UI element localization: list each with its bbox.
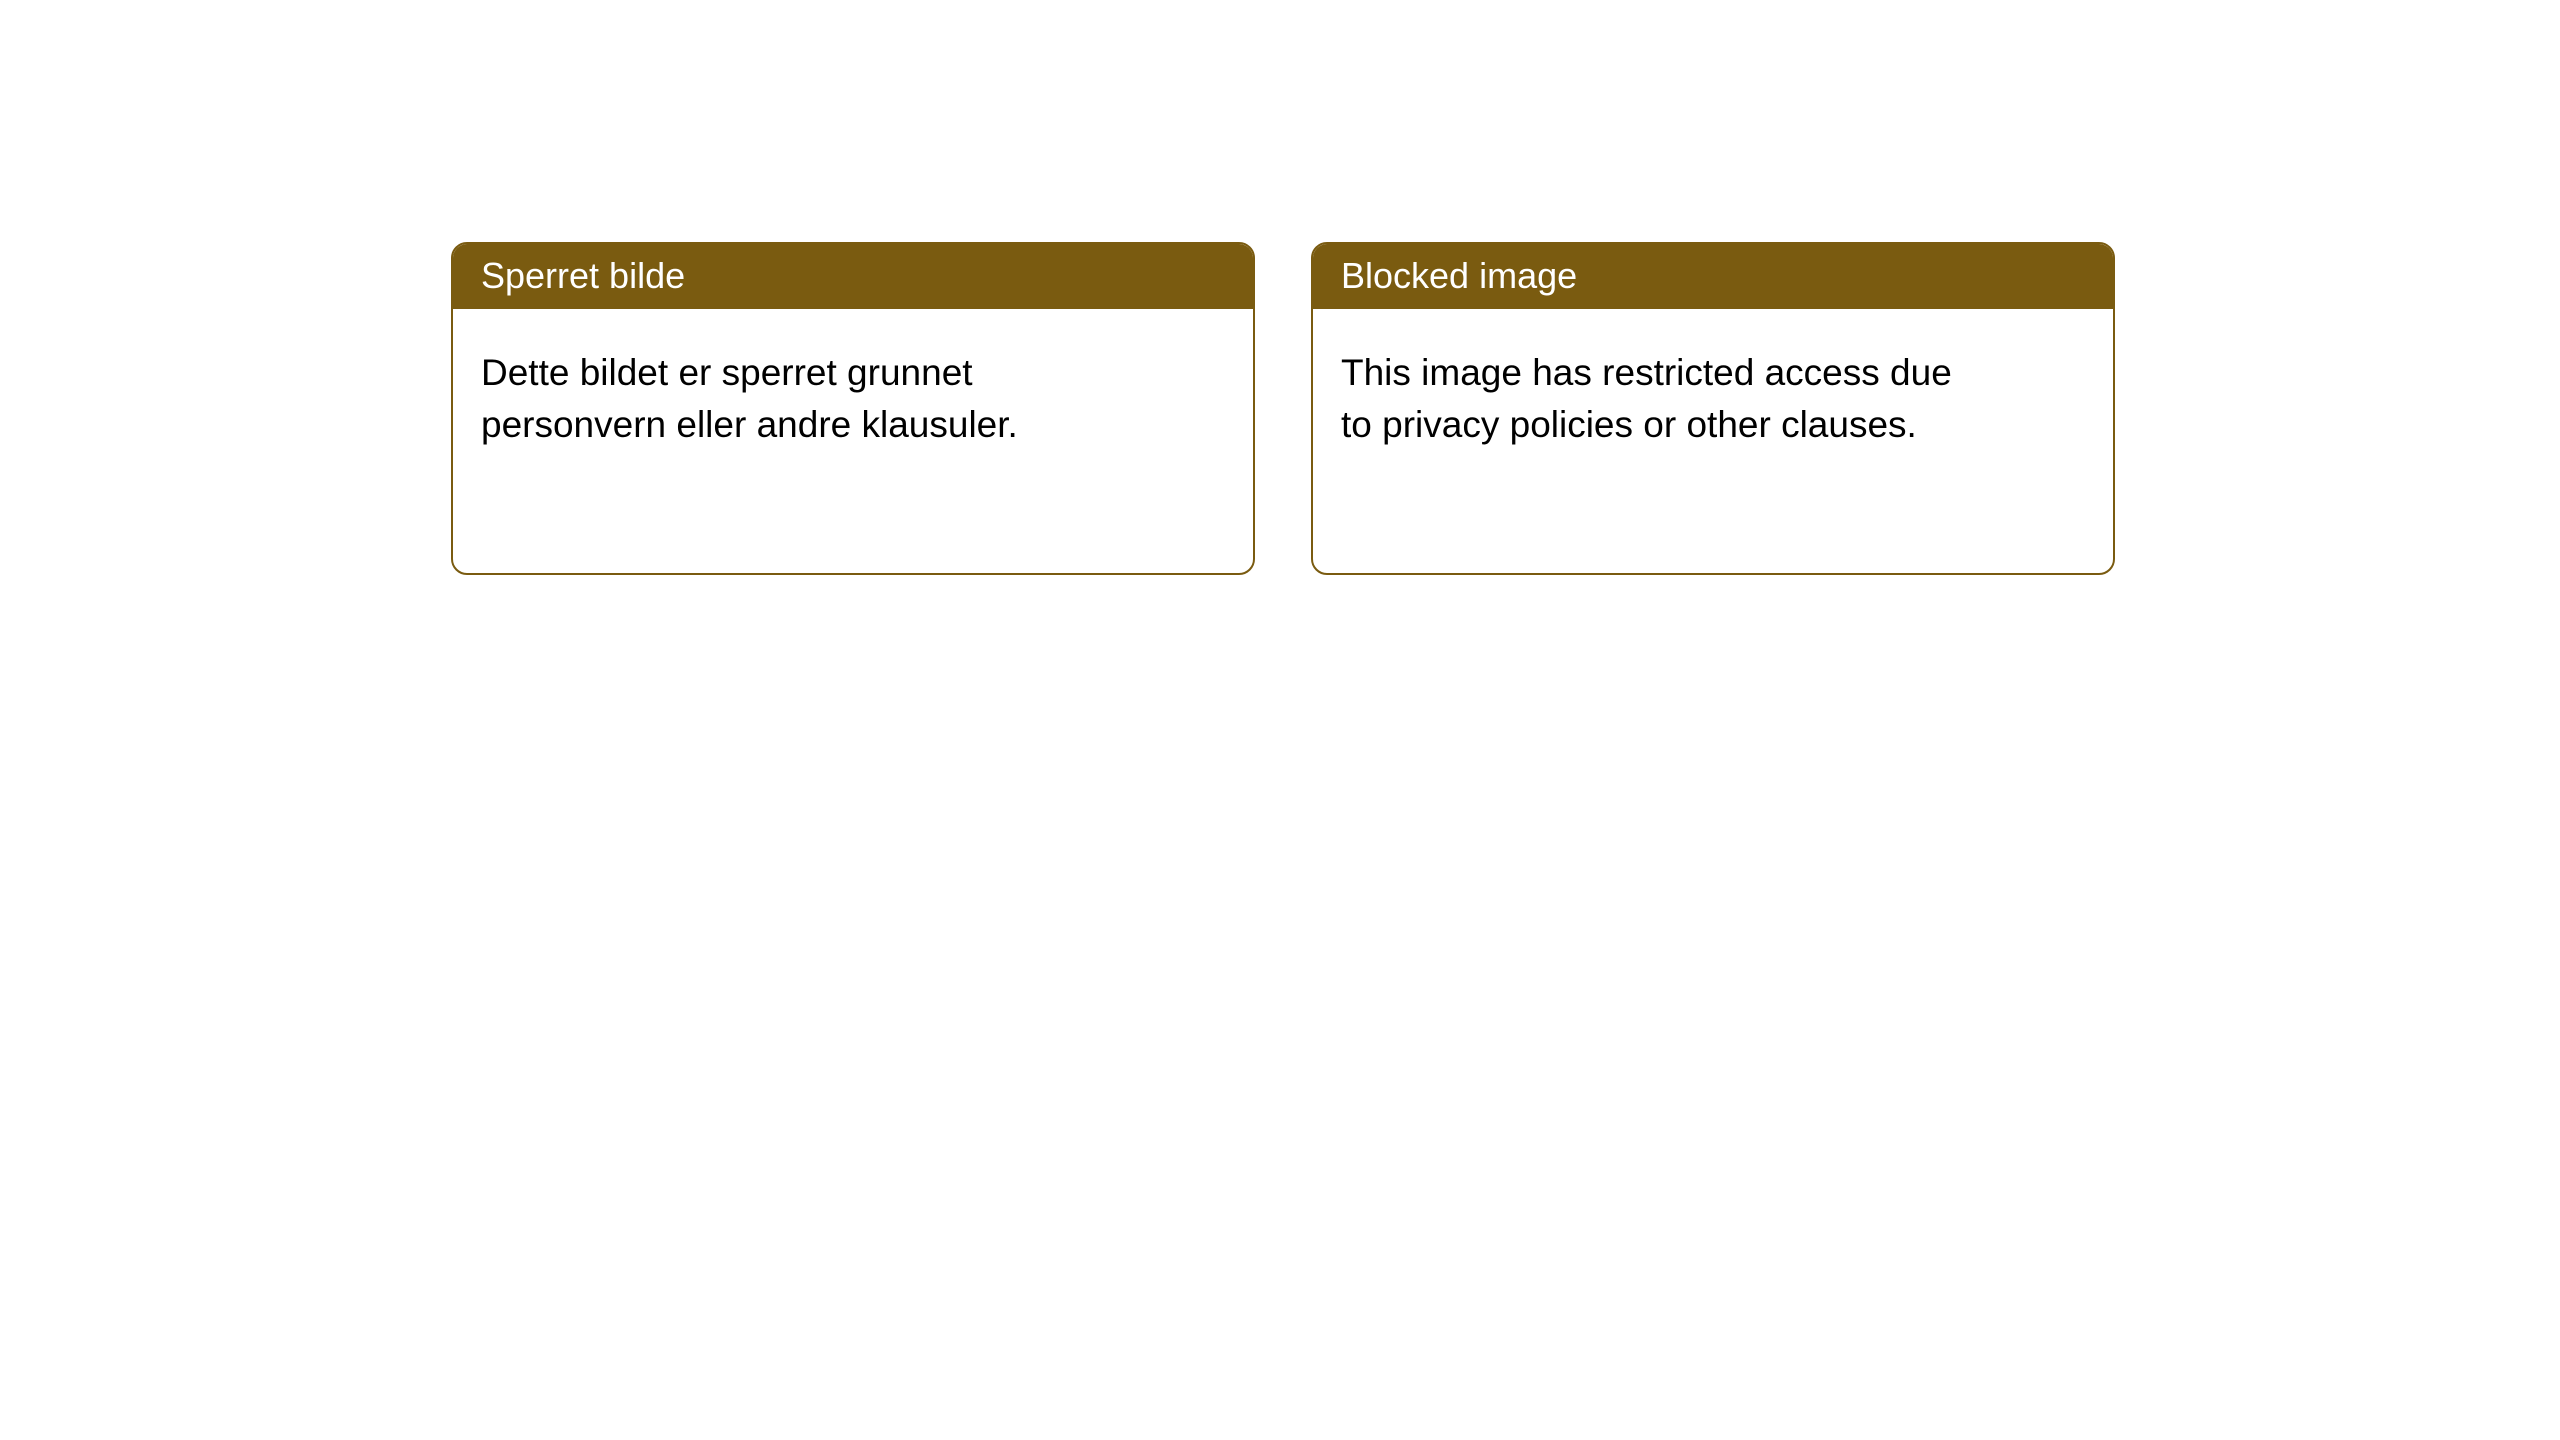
- notice-container: Sperret bilde Dette bildet er sperret gr…: [0, 0, 2560, 575]
- panel-body: Dette bildet er sperret grunnet personve…: [453, 309, 1153, 479]
- panel-header: Sperret bilde: [453, 244, 1253, 309]
- panel-body: This image has restricted access due to …: [1313, 309, 2013, 479]
- panel-header: Blocked image: [1313, 244, 2113, 309]
- notice-panel-english: Blocked image This image has restricted …: [1311, 242, 2115, 575]
- notice-panel-norwegian: Sperret bilde Dette bildet er sperret gr…: [451, 242, 1255, 575]
